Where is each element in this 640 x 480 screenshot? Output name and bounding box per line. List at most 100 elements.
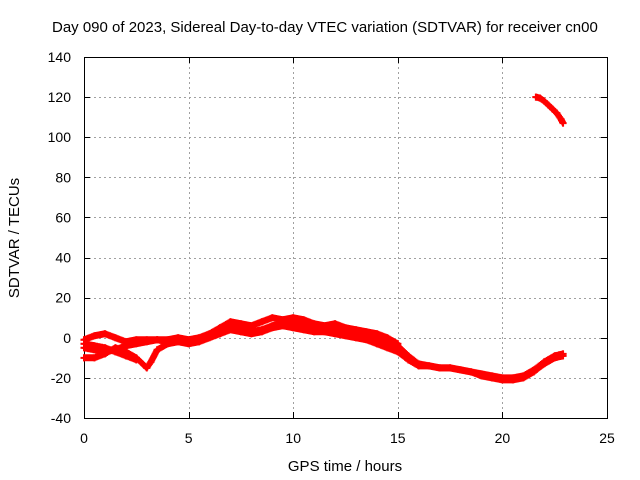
- data-point: [498, 376, 506, 384]
- data-point: [80, 340, 88, 348]
- data-point: [536, 94, 544, 102]
- data-point: [90, 332, 98, 340]
- y-axis-title: SDTVAR / TECUs: [6, 178, 23, 298]
- data-point: [373, 330, 381, 338]
- series-track-c: [80, 314, 402, 356]
- data-point: [185, 336, 193, 344]
- data-point: [237, 320, 245, 328]
- data-point: [436, 364, 444, 372]
- data-point: [557, 115, 565, 123]
- y-tick-label: 80: [55, 169, 71, 185]
- data-point: [342, 324, 349, 332]
- data-point: [300, 316, 308, 324]
- series-track-d: [80, 340, 140, 364]
- data-point: [122, 342, 130, 350]
- data-point: [394, 348, 402, 356]
- data-point: [132, 340, 140, 348]
- data-point: [300, 326, 308, 334]
- data-point: [237, 328, 245, 336]
- data-point: [331, 320, 339, 328]
- data-point: [394, 340, 402, 348]
- data-point: [310, 320, 318, 328]
- y-tick-label: -40: [51, 410, 71, 426]
- data-point: [289, 314, 297, 322]
- data-point: [226, 326, 234, 334]
- data-point: [258, 318, 266, 326]
- data-point: [559, 352, 567, 360]
- data-point: [446, 364, 454, 372]
- x-tick-label: 0: [80, 430, 88, 446]
- data-point: [247, 330, 255, 338]
- y-tick-label: 20: [55, 290, 71, 306]
- data-point: [425, 362, 433, 370]
- data-point: [540, 360, 548, 368]
- data-point: [132, 356, 140, 364]
- data-point: [477, 372, 485, 380]
- data-point: [457, 366, 465, 374]
- x-tick-labels: 0 5 10 15 20 25: [80, 430, 615, 446]
- data-point: [279, 322, 287, 330]
- data-point: [362, 336, 370, 344]
- data-point: [532, 93, 540, 101]
- x-axis-title: GPS time / hours: [288, 458, 402, 475]
- x-tick-label: 15: [390, 430, 406, 446]
- chart-title: Day 090 of 2023, Sidereal Day-to-day VTE…: [52, 19, 598, 36]
- data-point: [279, 316, 287, 324]
- data-point: [174, 334, 182, 342]
- data-point: [153, 346, 161, 354]
- y-tick-label: -20: [51, 370, 71, 386]
- data-series: [80, 93, 567, 384]
- data-point: [289, 324, 297, 332]
- data-point: [101, 344, 109, 352]
- data-point: [258, 328, 266, 336]
- data-point: [404, 356, 412, 364]
- data-point: [247, 322, 255, 330]
- series-track-b: [80, 322, 567, 384]
- data-point: [111, 334, 119, 342]
- series-track-e: [532, 93, 567, 127]
- data-point: [383, 334, 391, 342]
- data-point: [122, 352, 130, 360]
- data-point: [551, 354, 559, 362]
- data-point: [509, 376, 517, 384]
- y-tick-label: 120: [48, 89, 72, 105]
- data-point: [147, 358, 155, 366]
- data-point: [101, 330, 109, 338]
- data-point: [352, 334, 360, 342]
- data-point: [519, 374, 527, 382]
- data-point: [111, 348, 119, 356]
- data-point: [373, 340, 381, 348]
- data-point: [530, 368, 538, 376]
- data-point: [331, 330, 339, 338]
- x-tick-label: 10: [285, 430, 301, 446]
- y-tick-label: 100: [48, 129, 72, 145]
- data-point: [80, 354, 88, 362]
- x-tick-label: 20: [495, 430, 511, 446]
- data-point: [383, 344, 391, 352]
- y-tick-label: 40: [55, 250, 71, 266]
- x-tick-label: 5: [185, 430, 193, 446]
- y-tick-label: 60: [55, 209, 71, 225]
- data-point: [467, 368, 475, 376]
- data-point: [206, 330, 214, 338]
- y-tick-labels: -40 -20 0 20 40 60 80 100 120 140: [48, 49, 72, 426]
- data-point: [216, 330, 224, 338]
- plot-frame: [84, 57, 608, 419]
- x-tick-label: 25: [599, 430, 615, 446]
- data-point: [143, 338, 151, 346]
- data-point: [321, 328, 329, 336]
- y-tick-label: 140: [48, 49, 72, 65]
- data-point: [415, 362, 423, 370]
- data-point: [559, 119, 567, 127]
- data-point: [362, 328, 370, 336]
- data-point: [342, 332, 349, 340]
- data-point: [90, 342, 98, 350]
- data-point: [488, 374, 496, 382]
- data-point: [268, 314, 276, 322]
- data-point: [164, 336, 172, 344]
- data-point: [540, 97, 548, 105]
- data-point: [352, 326, 360, 334]
- data-point: [310, 328, 318, 336]
